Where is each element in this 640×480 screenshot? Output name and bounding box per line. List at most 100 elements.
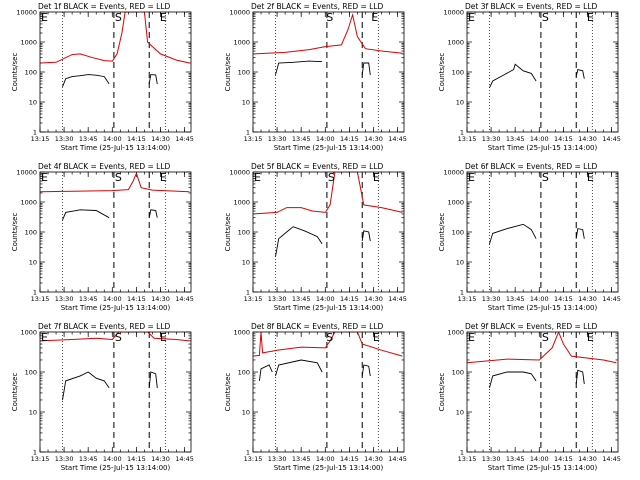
x-tick-label: 14:00 [316,455,335,463]
marker-e: E [41,331,48,344]
plot-frame [466,331,619,453]
y-tick-label: 100 [238,69,250,77]
y-tick-label: 1 [246,449,250,457]
x-tick-label: 13:30 [55,455,74,463]
events-series [275,359,323,377]
x-tick-label: 13:30 [55,295,74,303]
y-axis-title: Counts/sec [11,213,19,252]
plot-frame [252,331,405,453]
plot-frame [252,11,405,133]
x-tick-label: 14:45 [602,135,621,143]
panel-4: Det 4f BLACK = Events, RED = LLD 1 10 100 10… [11,162,194,312]
panel-2: Det 2f BLACK = Events, RED = LLD 1 10 100 10… [224,2,407,152]
panel-7: Det 7f BLACK = Events, RED = LLD 1 10 100 10… [11,322,194,472]
x-axis-title: Start Time (25-Jul-15 13:14:00) [274,144,384,152]
events-series [62,371,110,401]
panel-5: Det 5f BLACK = Events, RED = LLD 1 10 100 10… [224,162,407,312]
y-tick-label: 10000 [229,9,250,17]
marker-s: S [542,171,549,184]
x-tick-label: 14:15 [127,135,146,143]
x-tick-label: 13:45 [79,135,98,143]
events-series [361,230,371,242]
x-tick-label: 14:30 [578,455,597,463]
lld-series [40,12,190,64]
x-tick-label: 13:30 [482,295,501,303]
panel-9: Det 9f BLACK = Events, RED = LLD 1 10 100 10… [438,322,621,472]
events-series [575,69,585,79]
marker-s: S [115,171,122,184]
x-axis-title: Start Time (25-Jul-15 13:14:00) [488,304,598,312]
y-tick-label: 100 [25,229,37,237]
marker-s: S [115,11,122,24]
panel-title: Det 8f BLACK = Events, RED = LLD [251,322,384,331]
x-tick-label: 14:30 [151,135,170,143]
marker-s: S [328,171,335,184]
x-tick-label: 13:15 [458,455,477,463]
marker-e: E [587,11,594,24]
y-tick-label: 10 [29,259,37,267]
plot-frame [466,11,619,133]
marker-e: E [468,11,475,24]
x-tick-label: 14:00 [530,295,549,303]
x-tick-label: 14:00 [316,295,335,303]
y-tick-label: 10 [29,409,37,417]
x-tick-label: 13:15 [458,135,477,143]
y-tick-label: 100 [452,69,464,77]
events-series [148,209,158,218]
panel-8: Det 8f BLACK = Events, RED = LLD 1 10 100 10… [224,322,407,472]
marker-s: S [326,11,333,24]
events-series [575,228,585,239]
marker-e: E [254,171,261,184]
y-tick-label: 10 [242,99,250,107]
y-tick-label: 1 [460,289,464,297]
x-tick-label: 13:30 [268,455,287,463]
y-axis-title: Counts/sec [438,53,446,92]
y-tick-label: 1000 [233,199,250,207]
events-series [275,60,323,76]
marker-e: E [468,331,475,344]
plot-frame [466,171,619,293]
marker-e: E [371,11,378,24]
y-axis-title: Counts/sec [11,373,19,412]
panel-title: Det 7f BLACK = Events, RED = LLD [38,322,171,331]
plot-frame [39,331,192,453]
x-tick-label: 14:15 [340,455,359,463]
marker-s: S [542,11,549,24]
x-tick-label: 13:30 [55,135,74,143]
x-tick-label: 14:30 [578,135,597,143]
events-series [489,371,537,389]
x-tick-label: 14:15 [127,455,146,463]
y-tick-label: 1 [460,129,464,137]
x-tick-label: 13:15 [244,455,263,463]
panel-title: Det 6f BLACK = Events, RED = LLD [465,162,598,171]
marker-e: E [160,331,167,344]
marker-e: E [587,331,594,344]
y-tick-label: 1000 [233,39,250,47]
lld-series [467,332,617,364]
events-series [361,62,371,75]
x-tick-label: 14:00 [316,135,335,143]
y-tick-label: 10000 [229,169,250,177]
x-tick-label: 13:45 [292,455,311,463]
x-tick-label: 14:15 [554,135,573,143]
x-tick-label: 13:15 [31,455,50,463]
y-tick-label: 1000 [233,329,250,337]
y-tick-label: 1 [33,449,37,457]
events-series [489,223,537,245]
x-tick-label: 14:45 [175,295,194,303]
x-tick-label: 13:30 [482,455,501,463]
panel-title: Det 3f BLACK = Events, RED = LLD [465,2,598,11]
marker-e: E [160,11,167,24]
x-tick-label: 14:45 [388,295,407,303]
y-tick-label: 10 [242,259,250,267]
x-axis-title: Start Time (25-Jul-15 13:14:00) [488,464,598,472]
x-axis-title: Start Time (25-Jul-15 13:14:00) [274,464,384,472]
x-tick-label: 14:00 [530,135,549,143]
y-axis-title: Counts/sec [224,373,232,412]
events-series [275,226,323,257]
x-axis-title: Start Time (25-Jul-15 13:14:00) [488,144,598,152]
y-axis-title: Counts/sec [438,373,446,412]
events-series [361,364,371,376]
panel-title: Det 4f BLACK = Events, RED = LLD [38,162,171,171]
